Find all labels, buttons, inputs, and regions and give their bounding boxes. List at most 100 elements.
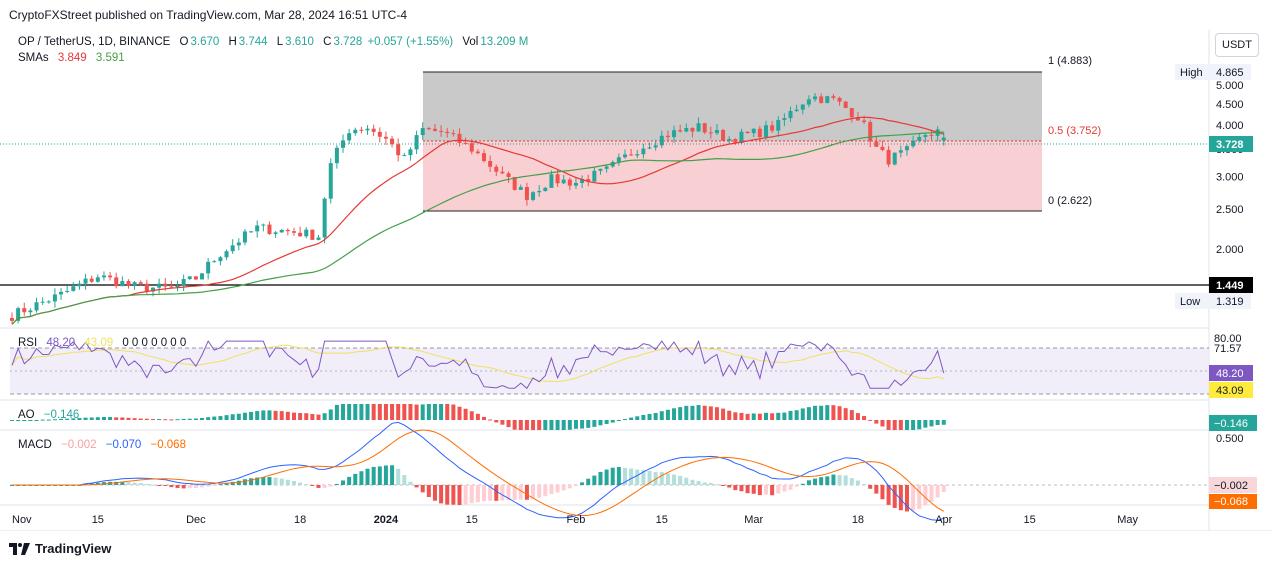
ao-bar [365,404,370,420]
candle-body [555,174,560,184]
macd-hist-bar [573,485,578,486]
candle-body [506,173,511,177]
ao-bar [941,420,946,425]
candle-body [408,149,413,156]
candle-body [580,179,585,183]
legend-macd-label[interactable]: MACD [18,439,52,451]
macd-hist-bar [371,466,376,485]
ao-bar [721,408,726,420]
candle-body [353,129,358,134]
macd-hist-bar [537,485,542,498]
ao-bar [653,412,658,420]
ao-bar [702,405,707,420]
ao-bar [285,411,290,420]
candle-body [34,302,39,311]
candles-layer [10,93,946,324]
candle-body [40,301,45,303]
macd-hist-bar [267,477,272,485]
time-axis-tick: Mar [744,514,763,526]
time-axis-tick: 15 [92,514,104,526]
macd-axis-05: 0.500 [1216,433,1244,445]
macd-hist-bar [322,485,327,488]
candle-body [531,192,536,200]
ao-bar [150,419,155,421]
macd-hist-bar [469,485,474,504]
currency-button[interactable]: USDT [1215,33,1259,57]
macd-hist-bar [819,477,824,485]
fib-lower-zone [423,141,1042,211]
ao-bar [800,408,805,420]
candle-body [813,96,818,100]
ao-bar [904,420,909,430]
macd-hist-bar [138,483,143,485]
ao-bar [242,412,247,420]
ao-value-badge [1209,415,1257,431]
legend-rsi-zeros: 0 0 0 0 0 0 0 [122,337,187,349]
ao-bar [610,420,615,423]
macd-hist-bar [659,472,664,485]
candle-body [862,120,867,123]
macd-hist-bar [813,478,818,485]
candle-body [849,107,854,118]
macd-hist-bar [169,485,174,488]
legend-rsi-label[interactable]: RSI [18,337,38,349]
ao-bar [592,420,597,427]
candle-body [751,128,756,134]
macd-hist-bar [684,477,689,485]
candle-body [831,96,836,98]
price-axis-tick: 2.000 [1216,244,1244,256]
tradingview-logo-icon [9,542,30,555]
macd-hist-bar [150,484,155,486]
macd-hist-bar [463,485,468,505]
ao-bar [543,420,548,430]
ao-bar [880,420,885,427]
macd-hist-bar [212,485,217,486]
ao-bar [518,420,523,430]
macd-hist-bar [365,468,370,485]
candle-body [604,166,609,169]
ao-bar [83,417,88,420]
candle-body [782,118,787,121]
ao-bar [46,419,51,421]
legend-close: 3.728 [333,36,363,48]
candle-body [904,146,909,151]
sma-layer [11,116,944,325]
candle-body [120,281,125,287]
macd-hist-bar [592,475,597,485]
ao-bar [573,420,578,429]
ao-bar [678,407,683,420]
macd-hist-bar [672,474,677,485]
macd-hist-bar [291,480,296,485]
ao-bar [929,420,934,427]
price-axis-tick: 5.000 [1216,80,1244,92]
candle-body [586,179,591,182]
ao-bar [494,420,499,423]
macd-hist-bar [862,484,867,486]
candle-body [745,131,750,134]
rsi-ma-badge-text: 43.09 [1216,385,1244,397]
macd-hist-bar [917,485,922,510]
candle-body [549,174,554,188]
macd-hist-bar [770,485,775,496]
ao-bar [659,411,664,420]
macd-hist-bar [604,469,609,485]
candle-body [702,123,707,133]
macd-hist-bar [696,481,701,485]
low-marker-value: 1.319 [1216,296,1244,308]
macd-hist-bar [739,485,744,492]
candle-body [800,104,805,110]
legend-close-label: C [323,36,332,48]
legend-sma-label[interactable]: SMAs [18,52,49,64]
ao-bar [212,416,217,420]
macd-hist-bar [837,475,842,485]
legend-ao-value: −0.146 [43,409,80,421]
ao-bar [849,410,854,420]
macd-hist-bar [745,485,750,494]
legend-ao-label[interactable]: AO [18,409,35,421]
rsi-band [10,348,1209,394]
candle-body [83,278,88,284]
candle-body [518,187,523,190]
legend-sma1: 3.849 [57,52,87,64]
legend-symbol[interactable]: OP / TetherUS, 1D, BINANCE [18,36,171,48]
ao-bar [512,420,517,430]
